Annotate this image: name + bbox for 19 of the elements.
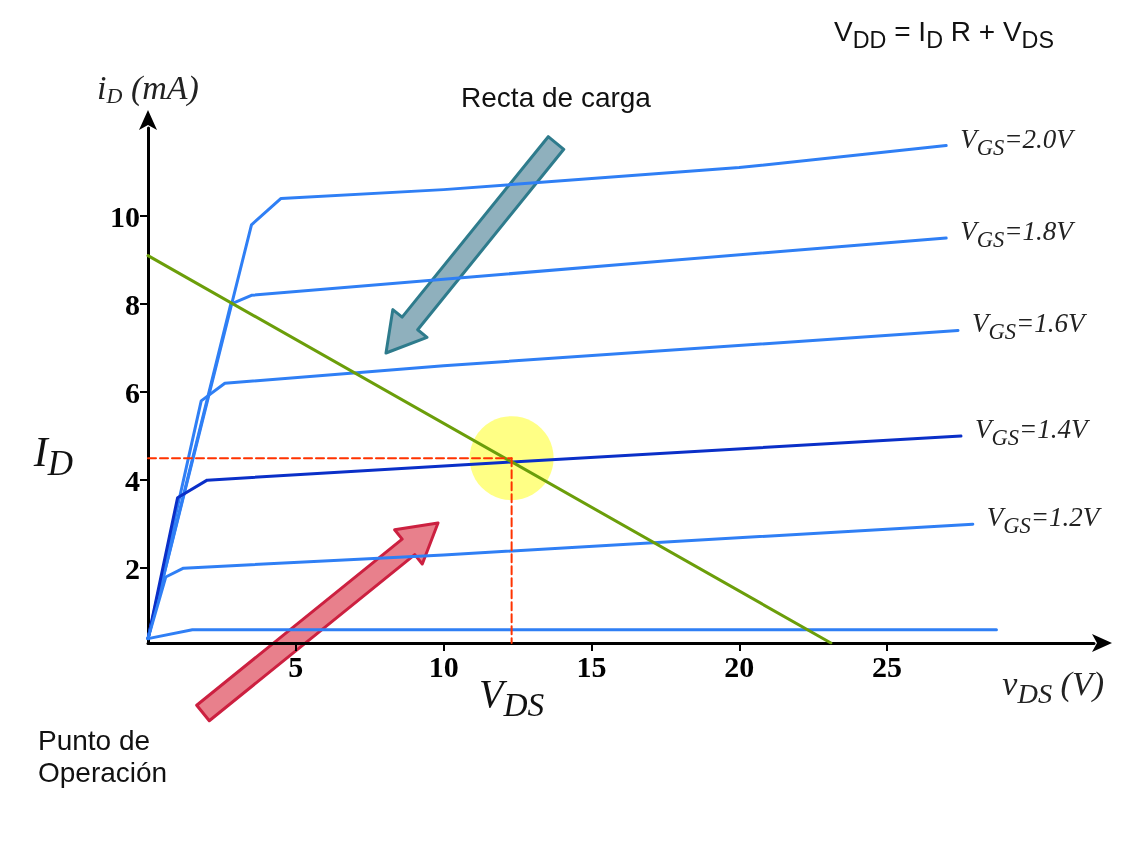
annotation: I$_{D}$ bbox=[33, 428, 73, 485]
x-tick-label: 15 bbox=[576, 649, 607, 683]
y-tick-label: 2 bbox=[125, 551, 140, 585]
y-tick-label: 6 bbox=[125, 375, 140, 409]
text: Recta de carga bbox=[461, 81, 651, 115]
y-tick-label: 8 bbox=[125, 287, 140, 321]
text: V$_{DD}$ = I$_{D}$ R + V$_{DS}$ bbox=[834, 16, 1054, 54]
x-tick-label: 5 bbox=[288, 649, 304, 683]
series-label: V$_{GS}$=1.2V bbox=[986, 502, 1100, 539]
x-tick-label: 25 bbox=[872, 649, 903, 683]
series-label: V$_{GS}$=1.6V bbox=[972, 308, 1085, 346]
x-tick-label: 10 bbox=[428, 649, 459, 683]
annotation: V$_{DS}$ bbox=[479, 671, 545, 725]
series-label: V$_{GS}$=1.4V bbox=[974, 414, 1088, 451]
y-tick-label: 10 bbox=[110, 199, 140, 233]
text: Punto de Operación bbox=[38, 725, 169, 790]
y-tick-label: 4 bbox=[125, 463, 140, 497]
x-axis-title: v$_{DS}$ (V) bbox=[1002, 665, 1104, 710]
x-tick-label: 20 bbox=[724, 649, 755, 683]
